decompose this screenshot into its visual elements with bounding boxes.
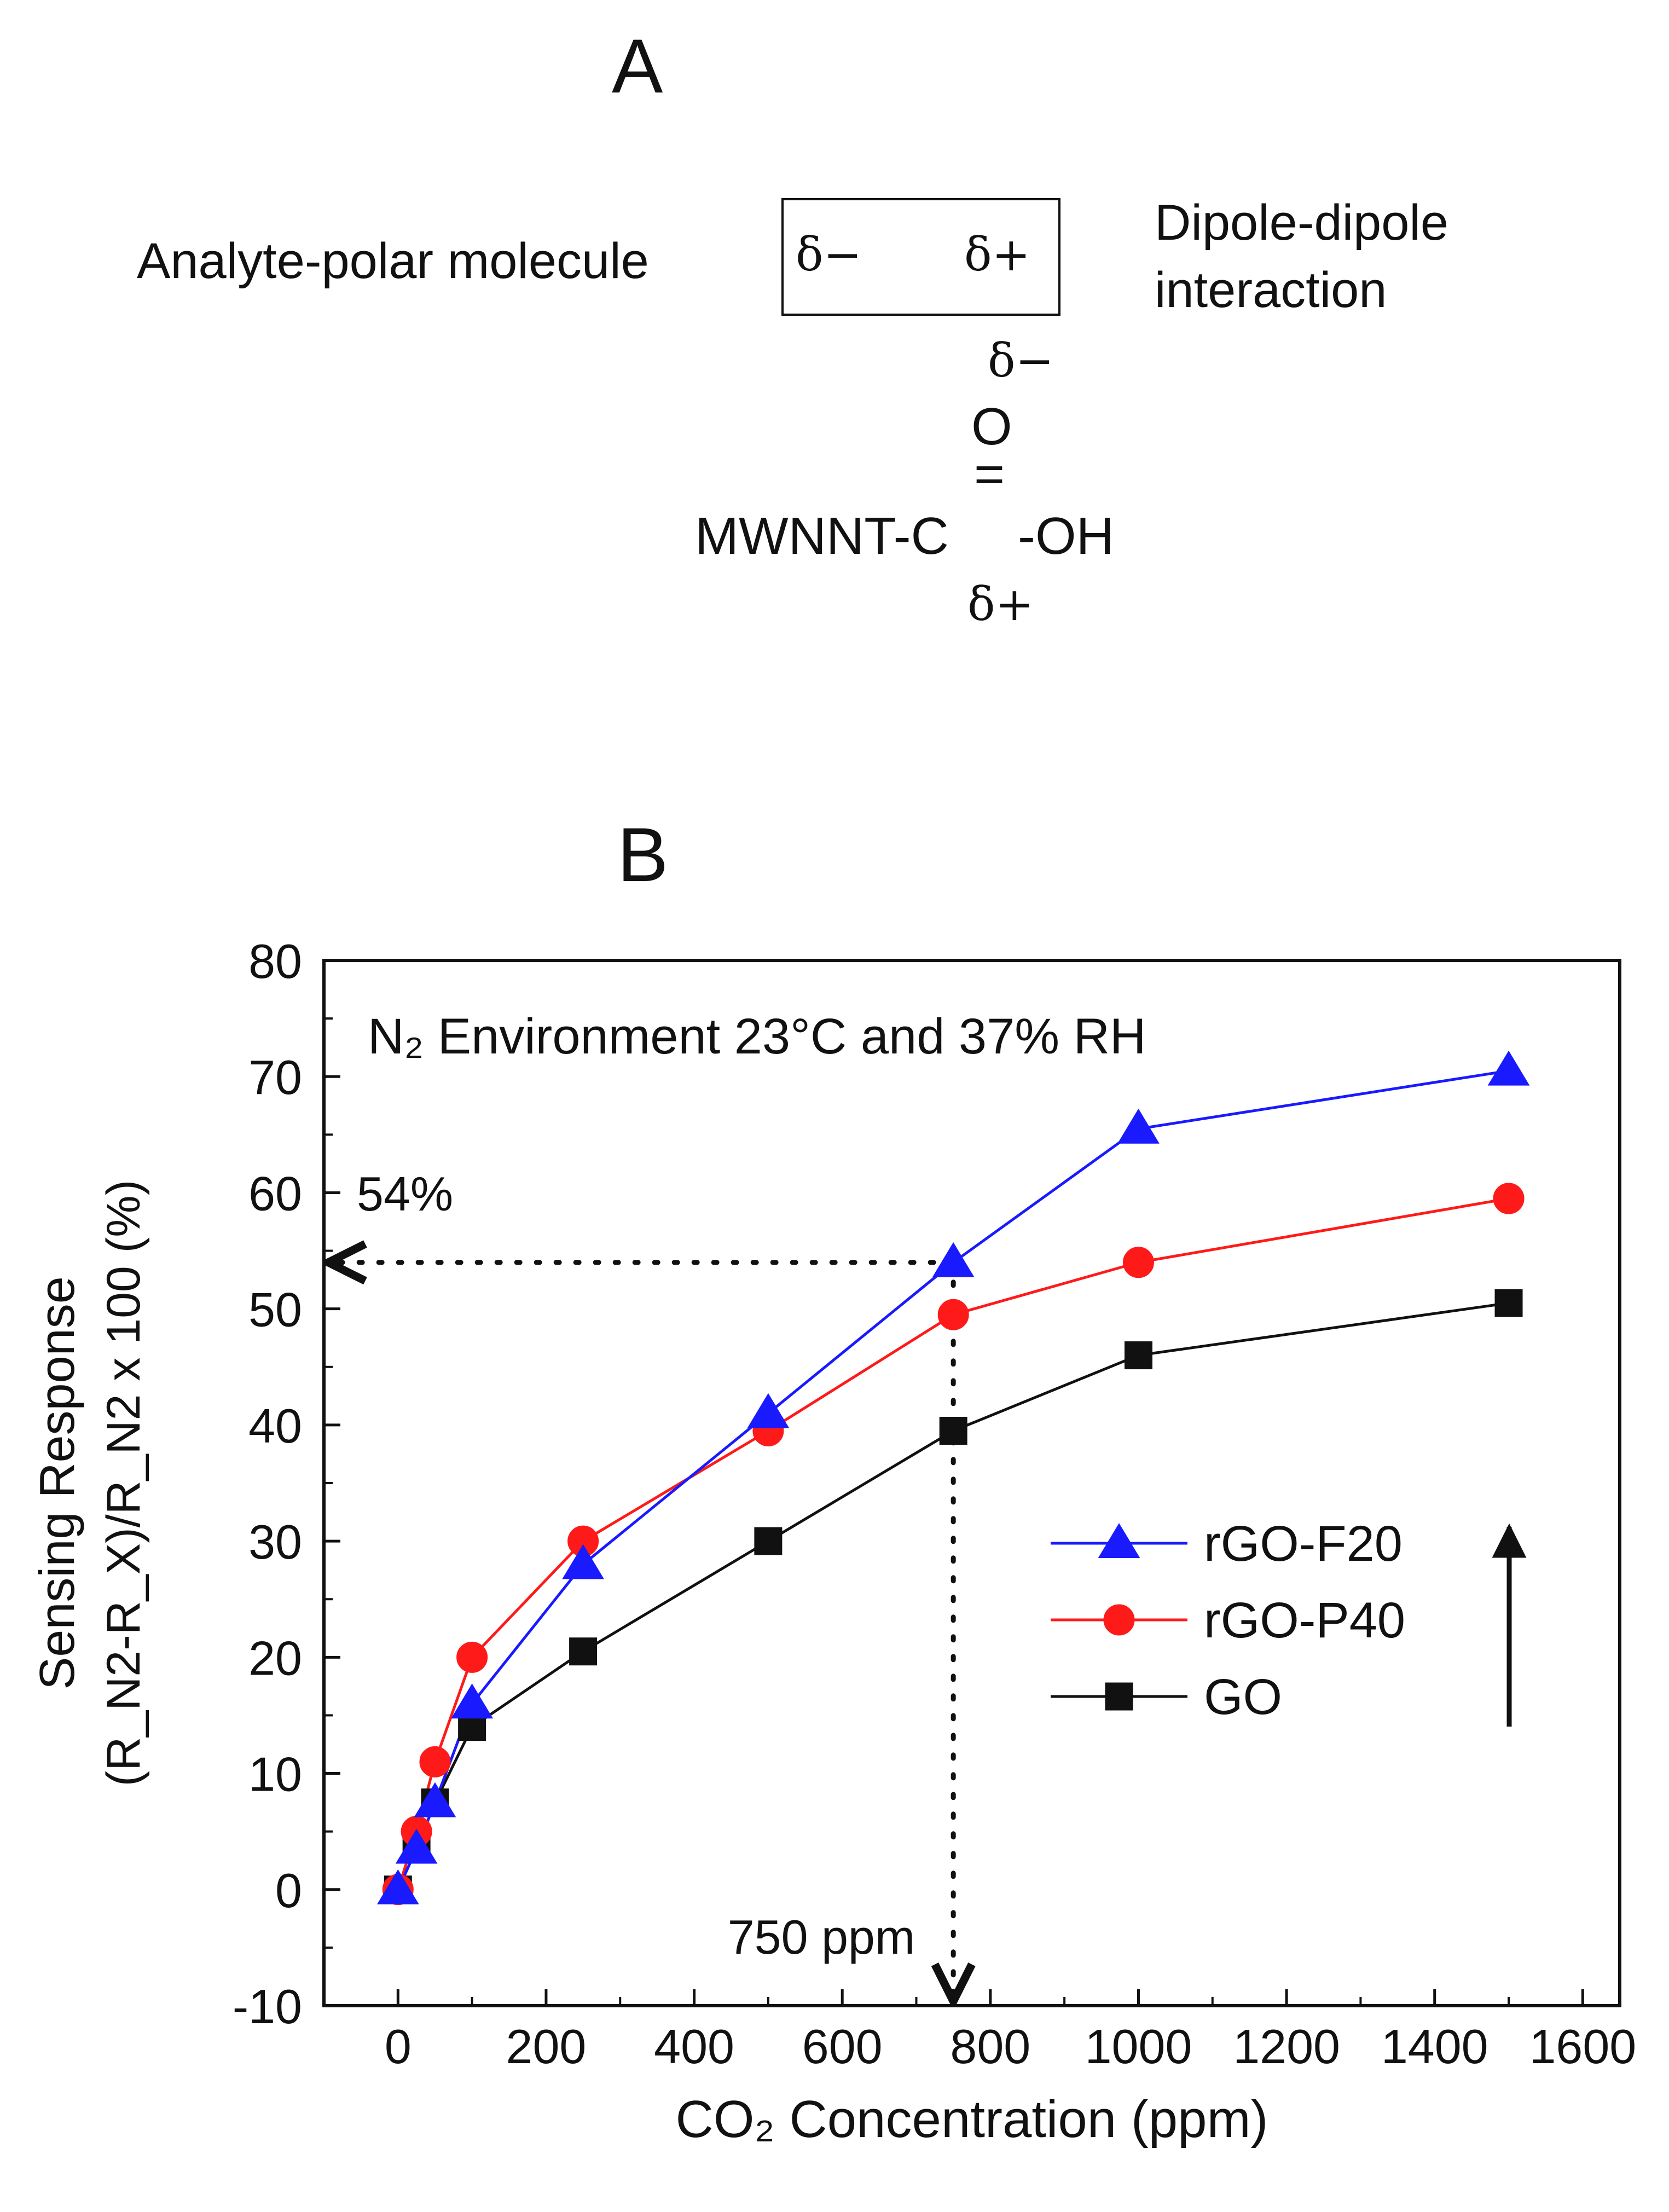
analyte-molecule-box: δ− δ+ — [781, 198, 1060, 316]
plot-frame — [322, 959, 1621, 2007]
x-tick-label: 1000 — [1085, 2019, 1192, 2074]
y-tick-label: 0 — [275, 1863, 302, 1918]
y-tick-label: 70 — [248, 1050, 302, 1104]
y-tick-label: -10 — [233, 1979, 302, 2034]
x-tick-label: 800 — [950, 2019, 1030, 2074]
legend-marker-rgo-p40 — [1103, 1604, 1135, 1636]
y-tick-label: 80 — [248, 934, 302, 988]
legend-label-go: GO — [1204, 1669, 1282, 1725]
formula-left: MWNNT-C — [695, 507, 949, 565]
chart-title: N₂ Environment 23°C and 37% RH — [368, 1009, 1146, 1064]
y-tick-label: 50 — [248, 1283, 302, 1337]
legend-label-rgo-p40: rGO-P40 — [1204, 1593, 1405, 1648]
data-point-go — [1124, 1341, 1152, 1370]
x-tick-label: 400 — [654, 2019, 734, 2074]
data-point-rgo-f20 — [1117, 1108, 1160, 1144]
annotation-ppm: 750 ppm — [728, 1910, 915, 1964]
x-tick-label: 200 — [506, 2019, 587, 2074]
y-tick-label: 20 — [248, 1631, 302, 1685]
data-point-go — [754, 1527, 783, 1555]
data-point-rgo-p40 — [456, 1641, 488, 1673]
panel-b-label: B — [617, 812, 668, 897]
y-tick-label: 30 — [248, 1515, 302, 1569]
legend-label-rgo-f20: rGO-F20 — [1204, 1516, 1403, 1572]
data-point-go — [939, 1417, 967, 1445]
carbon-charge: δ+ — [967, 577, 1034, 631]
panel-a-label: A — [612, 23, 663, 109]
interaction-label-line2: interaction — [1155, 262, 1387, 318]
data-point-rgo-f20 — [414, 1782, 456, 1817]
panel-a: A Analyte-polar molecule δ− δ+ Dipole-di… — [0, 0, 1669, 711]
data-point-rgo-p40 — [937, 1299, 969, 1330]
x-tick-label: 1600 — [1529, 2019, 1636, 2074]
double-bond: = — [974, 445, 1005, 503]
formula-right: -OH — [1018, 507, 1114, 565]
box-left-charge: δ− — [796, 228, 862, 281]
x-tick-label: 0 — [385, 2019, 412, 2074]
y-tick-label: 40 — [248, 1399, 302, 1453]
data-point-go — [1494, 1289, 1523, 1317]
y-axis-label-line2: (R_N2-R_X)/R_N2 x 100 (%) — [97, 1180, 150, 1787]
data-point-rgo-f20 — [451, 1683, 493, 1719]
oxygen-atom: O — [971, 397, 1012, 456]
x-axis-label: CO₂ Concentration (ppm) — [676, 2090, 1268, 2149]
data-point-rgo-f20 — [376, 1869, 419, 1904]
interaction-label-line1: Dipole-dipole — [1155, 195, 1448, 251]
y-tick-label: 10 — [248, 1747, 302, 1802]
analyte-label: Analyte-polar molecule — [137, 233, 649, 289]
data-point-rgo-p40 — [1122, 1247, 1154, 1278]
legend-marker-go — [1105, 1682, 1133, 1711]
data-point-rgo-f20 — [747, 1393, 790, 1428]
data-point-go — [569, 1637, 598, 1666]
data-point-rgo-f20 — [1487, 1050, 1530, 1086]
x-tick-label: 1400 — [1381, 2019, 1488, 2074]
data-point-rgo-p40 — [419, 1746, 451, 1777]
x-tick-label: 1200 — [1233, 2019, 1340, 2074]
data-point-rgo-f20 — [932, 1242, 975, 1277]
data-point-rgo-f20 — [562, 1544, 604, 1579]
oxygen-charge: δ− — [988, 334, 1054, 387]
y-axis-label-line1: Sensing Response — [30, 1276, 85, 1690]
data-point-rgo-p40 — [1493, 1183, 1525, 1214]
box-right-charge: δ+ — [964, 228, 1030, 281]
x-tick-label: 600 — [802, 2019, 883, 2074]
y-tick-label: 60 — [248, 1166, 302, 1220]
data-point-rgo-f20 — [395, 1828, 438, 1864]
annotation-percent: 54% — [357, 1167, 453, 1221]
legend-marker-rgo-f20 — [1098, 1523, 1140, 1558]
